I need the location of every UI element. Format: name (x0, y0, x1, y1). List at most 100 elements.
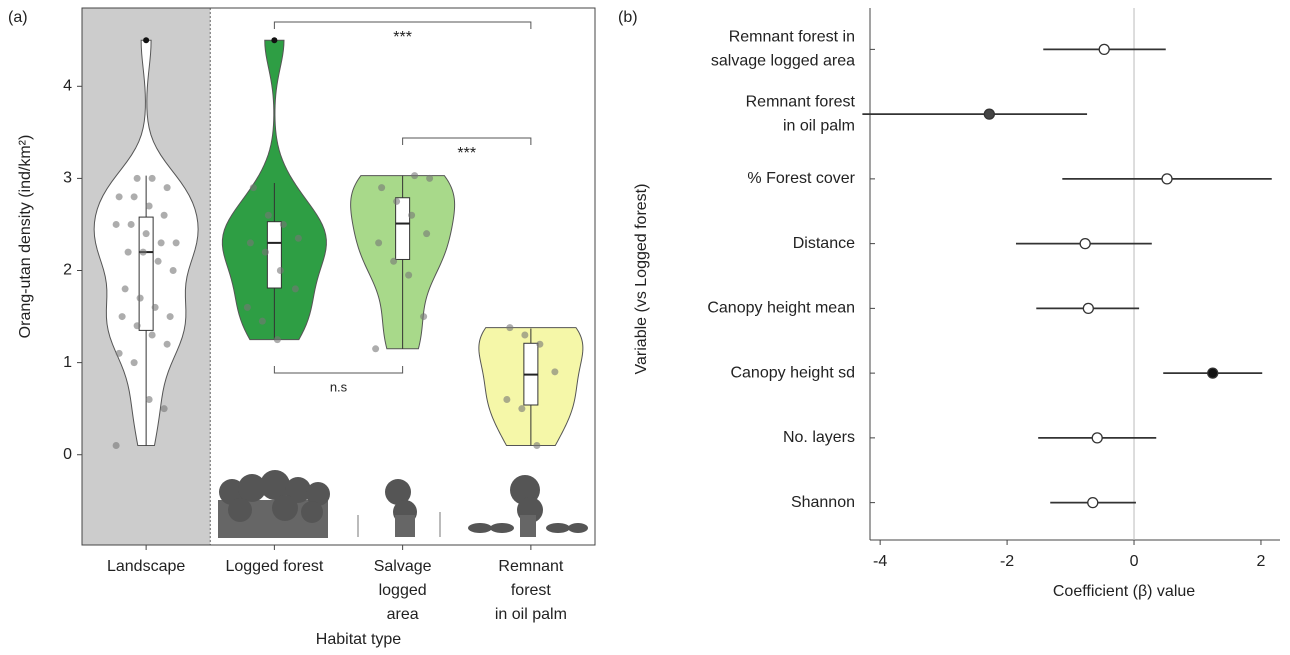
outlier (271, 37, 277, 43)
data-point (137, 295, 144, 302)
data-point (408, 212, 415, 219)
data-point (149, 331, 156, 338)
y-tick-label: No. layers (783, 429, 855, 446)
data-point (244, 304, 251, 311)
significance-label: *** (457, 145, 476, 162)
y-tick-label: Remnant forest in (729, 29, 855, 46)
y-axis-label: Variable (vs Logged forest) (633, 184, 650, 375)
data-point (131, 359, 138, 366)
data-point (551, 368, 558, 375)
data-point (393, 198, 400, 205)
data-point (423, 230, 430, 237)
y-tick-label: 4 (63, 78, 72, 95)
data-point (518, 405, 525, 412)
significance-bracket (274, 366, 402, 373)
data-point (158, 239, 165, 246)
x-tick-label: Salvage (374, 558, 432, 575)
x-tick-label: Remnant (498, 558, 563, 575)
data-point (277, 267, 284, 274)
box (396, 198, 410, 260)
data-point (125, 249, 132, 256)
significance-label: n.s (330, 379, 348, 394)
estimate (1080, 239, 1090, 249)
data-point (506, 324, 513, 331)
data-point (161, 405, 168, 412)
y-tick-label: Distance (793, 235, 855, 252)
data-point (536, 341, 543, 348)
x-tick-label: 2 (1257, 553, 1266, 570)
estimate (1208, 368, 1218, 378)
y-tick-label: Shannon (791, 494, 855, 511)
data-point (292, 285, 299, 292)
x-tick-label: -4 (873, 553, 887, 570)
y-tick-label: in oil palm (783, 117, 855, 134)
y-tick-label: Canopy height sd (730, 364, 855, 381)
data-point (131, 193, 138, 200)
x-tick-label: forest (511, 582, 552, 599)
data-point (161, 212, 168, 219)
data-point (155, 258, 162, 265)
figure: (a)Orang-utan density (ind/km²)Habitat t… (0, 0, 1290, 655)
data-point (143, 230, 150, 237)
data-point (295, 235, 302, 242)
data-point (375, 239, 382, 246)
data-point (113, 442, 120, 449)
data-point (411, 172, 418, 179)
data-point (152, 304, 159, 311)
outlier (143, 37, 149, 43)
data-point (247, 239, 254, 246)
data-point (265, 212, 272, 219)
y-tick-label: 0 (63, 446, 72, 463)
x-tick-label: in oil palm (495, 606, 567, 623)
y-axis-label: Orang-utan density (ind/km²) (17, 135, 34, 339)
data-point (146, 203, 153, 210)
data-point (262, 249, 269, 256)
y-tick-label: % Forest cover (747, 170, 855, 187)
x-tick-label: logged (379, 582, 427, 599)
y-tick-label: 2 (63, 262, 72, 279)
x-tick-label: Landscape (107, 558, 185, 575)
estimate (984, 109, 994, 119)
tree-icons (218, 470, 588, 538)
data-point (533, 442, 540, 449)
y-tick-label: salvage logged area (711, 53, 855, 70)
data-point (259, 318, 266, 325)
x-tick-label: -2 (1000, 553, 1014, 570)
x-axis-label: Habitat type (316, 631, 401, 648)
data-point (146, 396, 153, 403)
data-point (128, 221, 135, 228)
data-point (113, 221, 120, 228)
significance-bracket (403, 138, 531, 145)
estimate (1162, 174, 1172, 184)
data-point (250, 184, 257, 191)
data-point (274, 336, 281, 343)
data-point (116, 193, 123, 200)
data-point (140, 249, 147, 256)
data-point (420, 313, 427, 320)
estimate (1083, 303, 1093, 313)
data-point (405, 272, 412, 279)
data-point (116, 350, 123, 357)
y-tick-label: Remnant forest (746, 93, 856, 110)
data-point (426, 175, 433, 182)
data-point (372, 345, 379, 352)
significance-bracket (274, 22, 531, 29)
x-tick-label: area (387, 606, 419, 623)
data-point (164, 341, 171, 348)
y-tick-label: 1 (63, 354, 72, 371)
estimate (1088, 498, 1098, 508)
x-tick-label: Logged forest (225, 558, 323, 575)
data-point (280, 221, 287, 228)
data-point (119, 313, 126, 320)
data-point (170, 267, 177, 274)
estimate (1099, 44, 1109, 54)
y-tick-label: 3 (63, 170, 72, 187)
data-point (167, 313, 174, 320)
data-point (173, 239, 180, 246)
y-tick-label: Canopy height mean (707, 300, 855, 317)
data-point (390, 258, 397, 265)
data-point (149, 175, 156, 182)
significance-label: *** (393, 29, 412, 46)
data-point (122, 285, 129, 292)
x-axis-label: Coefficient (β) value (1053, 583, 1195, 600)
